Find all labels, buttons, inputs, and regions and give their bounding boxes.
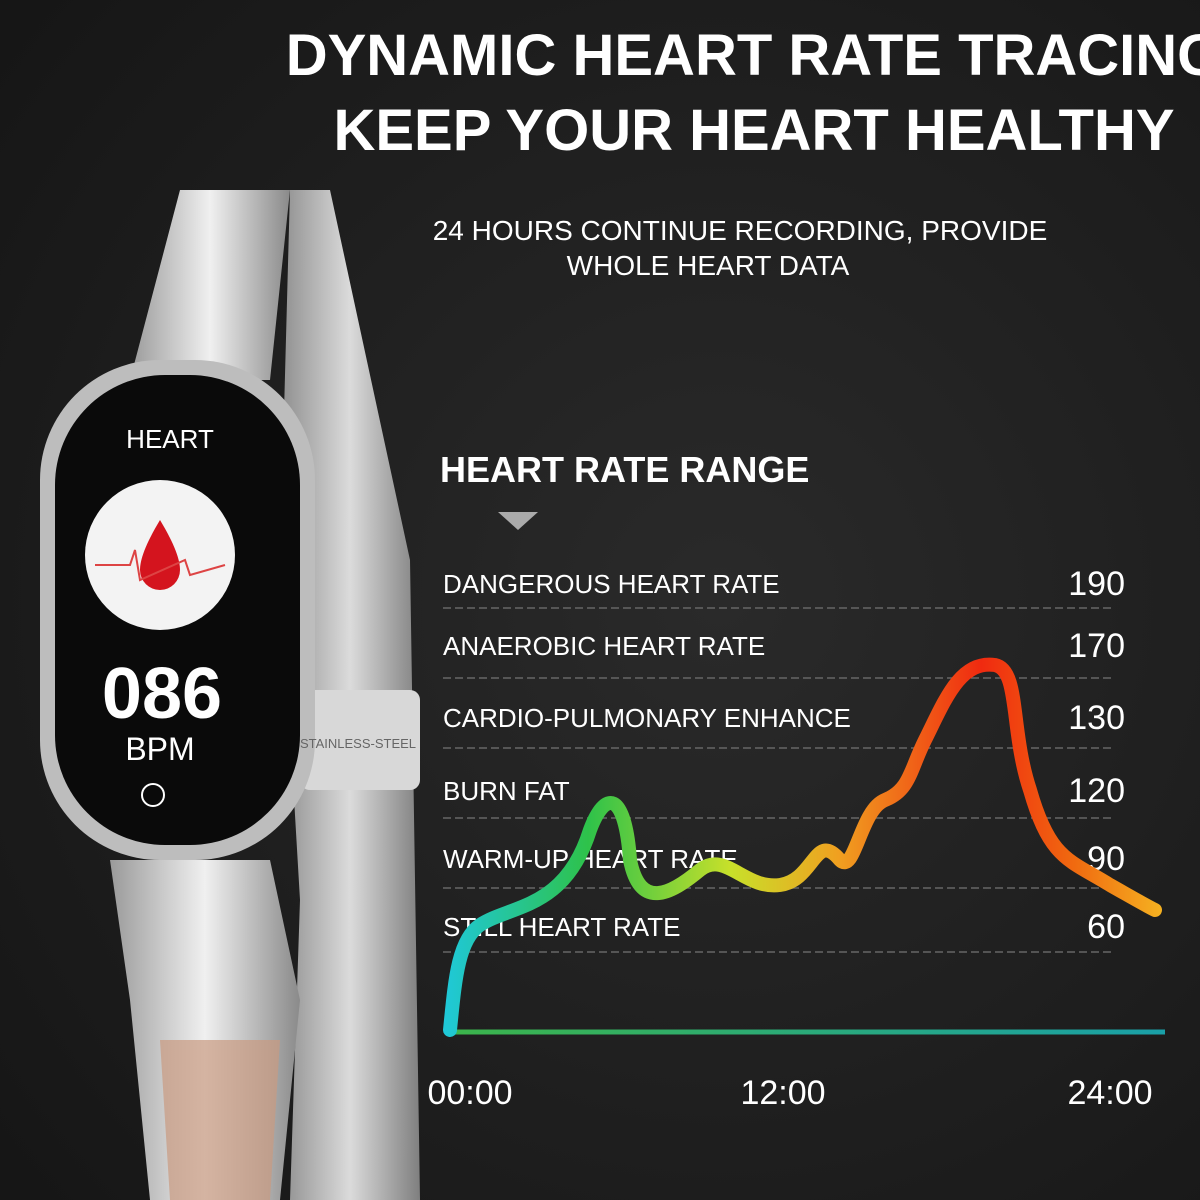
range-title: HEART RATE RANGE — [440, 449, 809, 490]
time-label: 00:00 — [427, 1074, 512, 1112]
zone-label: DANGEROUS HEART RATE — [443, 569, 780, 599]
zone-value: 60 — [1087, 908, 1125, 946]
heart-curve — [443, 657, 1162, 1037]
heart-unit: BPM — [125, 731, 194, 767]
heart-reading: 086 — [102, 654, 222, 734]
screen-title: HEART — [126, 424, 214, 454]
zone-label: CARDIO-PULMONARY ENHANCE — [443, 703, 851, 733]
zone-label: BURN FAT — [443, 776, 570, 806]
times: 00:00 12:00 24:00 — [427, 1074, 1152, 1112]
zone-value: 190 — [1068, 565, 1125, 603]
zone-label: ANAEROBIC HEART RATE — [443, 631, 765, 661]
time-label: 24:00 — [1067, 1074, 1152, 1112]
zone-value: 130 — [1068, 699, 1125, 737]
subtitle-line: 24 HOURS CONTINUE RECORDING, PROVIDE — [433, 215, 1048, 246]
zone-value: 170 — [1068, 627, 1125, 665]
title-line: DYNAMIC HEART RATE TRACING — [286, 23, 1200, 88]
zone-value: 120 — [1068, 772, 1125, 810]
watch — [40, 190, 420, 1200]
pointer-arrow — [498, 512, 538, 530]
band-text: STAINLESS-STEEL — [300, 736, 416, 751]
title-line: KEEP YOUR HEART HEALTHY — [333, 98, 1174, 163]
time-label: 12:00 — [740, 1074, 825, 1112]
subtitle-line: WHOLE HEART DATA — [567, 250, 850, 281]
